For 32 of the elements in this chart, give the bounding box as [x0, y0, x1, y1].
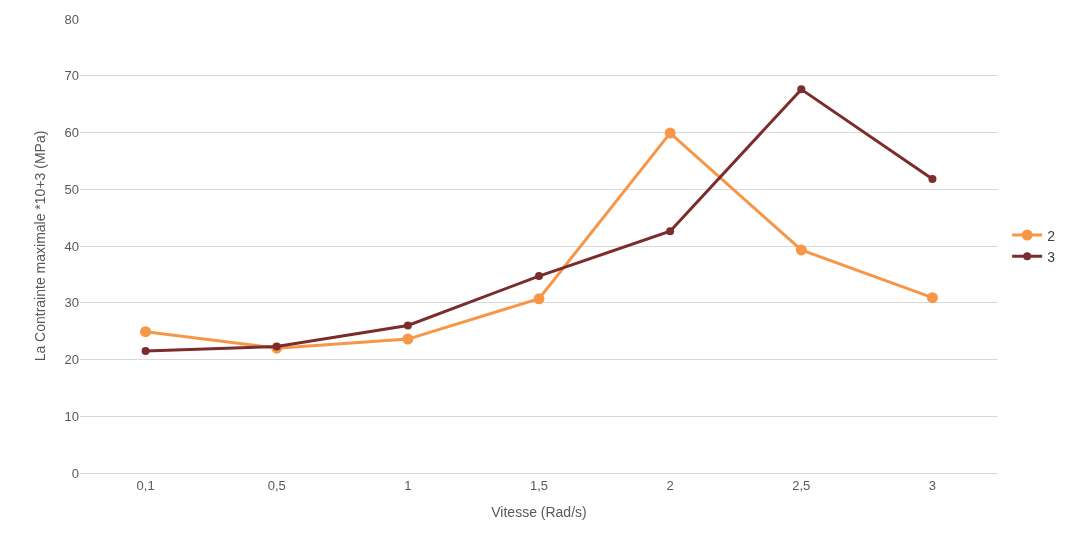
point: [141, 346, 150, 355]
point: [795, 244, 807, 256]
x-tick-label: 0,1: [136, 477, 155, 493]
y-tick-label: 60: [64, 125, 79, 141]
y-tick-label: 10: [64, 408, 79, 424]
y-tick-label: 40: [64, 238, 79, 254]
y-axis-title: La Contrainte maximale *10+3 (MPa): [32, 130, 49, 362]
y-tick-label: 20: [64, 352, 79, 368]
y-tick-label: 70: [64, 68, 79, 84]
point: [664, 127, 676, 139]
y-tick-label: 30: [64, 295, 79, 311]
point: [533, 293, 545, 305]
point: [535, 272, 543, 281]
point: [402, 333, 414, 345]
x-tick-label: 2,5: [792, 477, 811, 493]
point: [666, 227, 675, 236]
legend-label: 3: [1047, 248, 1056, 265]
x-tick-label: 1: [404, 477, 412, 493]
point: [926, 292, 938, 304]
point: [403, 321, 412, 330]
y-tick-label: 0: [71, 465, 79, 481]
x-tick-label: 2: [666, 477, 674, 493]
x-tick-label: 1,5: [529, 477, 549, 493]
legend-label: 2: [1047, 227, 1056, 244]
y-tick-label: 50: [64, 181, 79, 197]
point: [140, 326, 152, 338]
x-axis-title: Vitesse (Rad/s): [491, 503, 587, 520]
y-tick-label: 80: [64, 11, 79, 27]
x-tick-label: 3: [928, 477, 937, 493]
x-tick-label: 0,5: [267, 477, 286, 493]
point: [797, 85, 806, 94]
point: [928, 175, 937, 184]
